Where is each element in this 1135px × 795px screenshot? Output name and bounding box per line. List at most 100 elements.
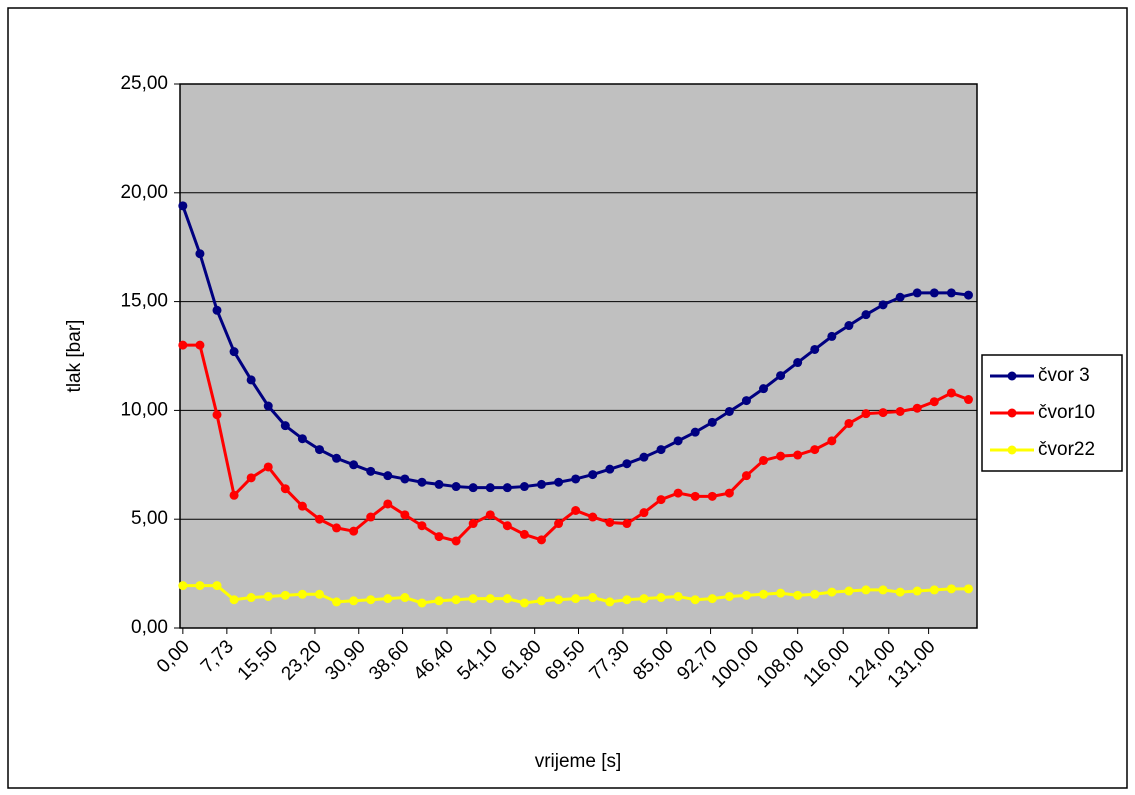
series-marker bbox=[639, 594, 649, 604]
series-marker bbox=[349, 460, 359, 470]
series-marker bbox=[724, 591, 734, 601]
series-marker bbox=[656, 593, 666, 603]
y-tick-label: 20,00 bbox=[120, 182, 168, 203]
series-marker bbox=[349, 526, 359, 536]
series-marker bbox=[878, 300, 888, 310]
series-marker bbox=[280, 421, 290, 431]
series-marker bbox=[793, 590, 803, 600]
series-marker bbox=[400, 593, 410, 603]
series-marker bbox=[963, 584, 973, 594]
series-marker bbox=[776, 371, 786, 381]
y-tick-label: 0,00 bbox=[131, 617, 168, 638]
series-marker bbox=[929, 397, 939, 407]
series-marker bbox=[383, 594, 393, 604]
series-marker bbox=[297, 501, 307, 511]
series-marker bbox=[588, 593, 598, 603]
series-marker bbox=[468, 519, 478, 529]
series-marker bbox=[417, 521, 427, 531]
series-marker bbox=[793, 450, 803, 460]
series-marker bbox=[229, 595, 239, 605]
series-marker bbox=[502, 594, 512, 604]
series-marker bbox=[793, 358, 803, 368]
series-marker bbox=[451, 482, 461, 492]
series-marker bbox=[263, 401, 273, 411]
legend-marker bbox=[1007, 408, 1017, 418]
series-marker bbox=[229, 347, 239, 357]
series-marker bbox=[912, 586, 922, 596]
series-marker bbox=[178, 340, 188, 350]
series-marker bbox=[434, 596, 444, 606]
series-marker bbox=[929, 288, 939, 298]
series-marker bbox=[195, 249, 205, 259]
series-marker bbox=[673, 436, 683, 446]
legend-marker bbox=[1007, 445, 1017, 455]
series-marker bbox=[417, 598, 427, 608]
series-marker bbox=[502, 483, 512, 493]
series-marker bbox=[434, 532, 444, 542]
series-marker bbox=[417, 477, 427, 487]
series-marker bbox=[383, 471, 393, 481]
series-marker bbox=[485, 594, 495, 604]
legend-label: čvor22 bbox=[1038, 439, 1095, 460]
series-marker bbox=[827, 587, 837, 597]
series-marker bbox=[571, 594, 581, 604]
series-marker bbox=[212, 410, 222, 420]
series-marker bbox=[451, 536, 461, 546]
series-marker bbox=[195, 340, 205, 350]
series-marker bbox=[468, 594, 478, 604]
series-marker bbox=[963, 395, 973, 405]
series-marker bbox=[332, 597, 342, 607]
series-marker bbox=[314, 589, 324, 599]
series-marker bbox=[434, 479, 444, 489]
series-marker bbox=[297, 434, 307, 444]
series-marker bbox=[776, 451, 786, 461]
series-marker bbox=[895, 587, 905, 597]
series-marker bbox=[536, 596, 546, 606]
series-marker bbox=[724, 488, 734, 498]
legend-label: čvor 3 bbox=[1038, 365, 1090, 386]
series-marker bbox=[383, 499, 393, 509]
series-marker bbox=[588, 512, 598, 522]
series-marker bbox=[366, 595, 376, 605]
series-marker bbox=[690, 595, 700, 605]
series-marker bbox=[332, 453, 342, 463]
y-tick-label: 15,00 bbox=[120, 291, 168, 312]
series-marker bbox=[759, 455, 769, 465]
series-marker bbox=[178, 201, 188, 211]
series-marker bbox=[314, 445, 324, 455]
y-tick-label: 10,00 bbox=[120, 399, 168, 420]
series-marker bbox=[605, 597, 615, 607]
series-marker bbox=[195, 581, 205, 591]
series-marker bbox=[861, 409, 871, 419]
y-tick-label: 25,00 bbox=[120, 73, 168, 94]
series-marker bbox=[554, 595, 564, 605]
series-marker bbox=[810, 445, 820, 455]
series-marker bbox=[554, 519, 564, 529]
series-marker bbox=[349, 596, 359, 606]
y-axis-label: tlak [bar] bbox=[64, 320, 85, 393]
y-tick-label: 5,00 bbox=[131, 508, 168, 529]
series-marker bbox=[810, 589, 820, 599]
series-marker bbox=[759, 589, 769, 599]
series-marker bbox=[485, 483, 495, 493]
series-marker bbox=[366, 466, 376, 476]
series-marker bbox=[929, 585, 939, 595]
series-marker bbox=[229, 490, 239, 500]
series-marker bbox=[861, 585, 871, 595]
legend-marker bbox=[1007, 371, 1017, 381]
x-axis-label: vrijeme [s] bbox=[535, 751, 622, 772]
series-marker bbox=[314, 514, 324, 524]
series-marker bbox=[622, 595, 632, 605]
series-marker bbox=[297, 589, 307, 599]
series-marker bbox=[519, 598, 529, 608]
series-marker bbox=[400, 474, 410, 484]
series-marker bbox=[588, 470, 598, 480]
series-marker bbox=[571, 505, 581, 515]
series-marker bbox=[366, 512, 376, 522]
series-marker bbox=[519, 482, 529, 492]
series-marker bbox=[844, 321, 854, 331]
series-marker bbox=[605, 517, 615, 527]
series-marker bbox=[724, 406, 734, 416]
